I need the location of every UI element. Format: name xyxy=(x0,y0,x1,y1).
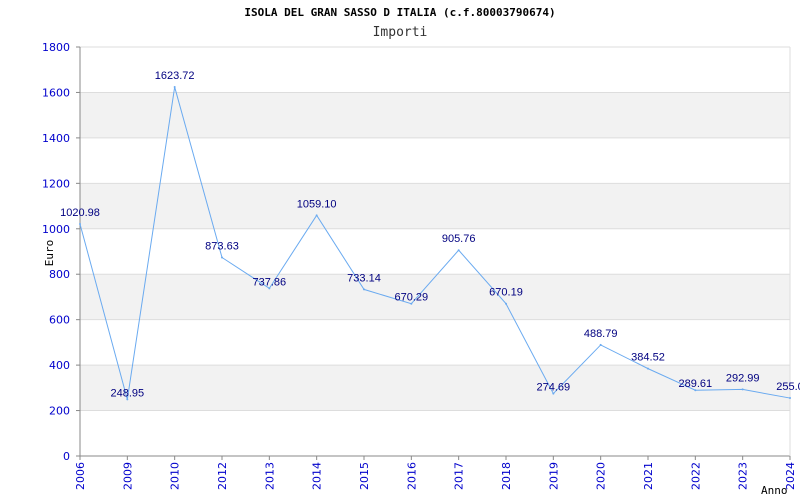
grid-band xyxy=(80,365,790,411)
data-point xyxy=(599,343,602,346)
x-tick-label: 2009 xyxy=(121,462,134,490)
x-tick-label: 2020 xyxy=(595,462,608,490)
x-tick-label: 2024 xyxy=(784,462,797,490)
data-label: 905.76 xyxy=(442,233,476,245)
x-tick-label: 2016 xyxy=(405,462,418,490)
y-tick-label: 600 xyxy=(49,314,70,327)
chart-subtitle: Importi xyxy=(372,25,428,40)
data-point xyxy=(173,86,176,89)
grid-bands xyxy=(80,92,790,411)
y-tick-label: 0 xyxy=(63,450,70,463)
data-label: 488.79 xyxy=(584,328,618,340)
data-label: 1623.72 xyxy=(155,70,195,82)
grid-band xyxy=(80,274,790,320)
x-tick-labels: 2006 2009 2010 2012 2013 2014 2015 2016 2017 2018… xyxy=(74,462,797,490)
grid-band xyxy=(80,92,790,138)
data-point xyxy=(552,392,555,395)
series xyxy=(79,86,791,401)
data-label: 737.86 xyxy=(253,276,287,288)
x-tick-label: 2018 xyxy=(500,462,513,490)
data-label: 873.63 xyxy=(205,240,239,252)
x-tick-label: 2021 xyxy=(642,462,655,490)
x-axis-title: Anno xyxy=(761,484,788,497)
data-point xyxy=(741,388,744,391)
data-point xyxy=(79,223,81,226)
data-label: 289.61 xyxy=(679,378,713,390)
data-label: 733.14 xyxy=(347,272,381,284)
data-point xyxy=(268,287,271,290)
data-point xyxy=(457,249,460,252)
chart-title: ISOLA DEL GRAN SASSO D ITALIA (c.f.80003… xyxy=(244,6,556,19)
data-label: 670.19 xyxy=(489,287,523,299)
x-tick-label: 2014 xyxy=(311,462,324,490)
data-point xyxy=(789,397,791,400)
grid-band xyxy=(80,183,790,229)
data-label: 274.69 xyxy=(537,382,571,394)
y-tick-labels: 0 200 400 600 800 1000 1200 1400 1600 1800 xyxy=(42,41,70,463)
y-tick-label: 400 xyxy=(49,359,70,372)
x-tick-label: 2023 xyxy=(737,462,750,490)
data-labels: 1020.98 248.95 1623.72 873.63 737.86 1059.10 7… xyxy=(60,70,800,399)
data-label: 1020.98 xyxy=(60,207,100,219)
x-tick-label: 2013 xyxy=(263,462,276,490)
data-point xyxy=(221,256,223,259)
data-label: 670.29 xyxy=(395,292,429,304)
data-label: 248.95 xyxy=(111,387,145,399)
data-point xyxy=(505,302,507,305)
x-tick-label: 2022 xyxy=(689,462,702,490)
y-axis-title: Euro xyxy=(43,240,56,267)
x-tick-label: 2012 xyxy=(216,462,229,490)
data-point xyxy=(126,398,129,401)
data-point xyxy=(315,214,318,217)
y-tick-label: 200 xyxy=(49,405,70,418)
data-label: 384.52 xyxy=(631,352,665,364)
data-point xyxy=(647,367,649,370)
x-tick-label: 2019 xyxy=(547,462,560,490)
y-tick-label: 1200 xyxy=(42,177,70,190)
data-label: 1059.10 xyxy=(297,198,337,210)
x-tick-label: 2010 xyxy=(169,462,182,490)
data-point xyxy=(410,302,413,305)
data-label: 292.99 xyxy=(726,372,760,384)
x-tick-label: 2006 xyxy=(74,462,87,490)
y-tick-label: 800 xyxy=(49,268,70,281)
x-tick-label: 2015 xyxy=(358,462,371,490)
series-line xyxy=(79,86,791,400)
y-tick-label: 1000 xyxy=(42,223,70,236)
data-label: 255.0 xyxy=(776,381,800,393)
y-tick-label: 1600 xyxy=(42,86,70,99)
x-tick-label: 2017 xyxy=(453,462,466,490)
data-point xyxy=(694,389,697,392)
axes xyxy=(76,46,791,460)
y-tick-label: 1400 xyxy=(42,132,70,145)
y-tick-label: 1800 xyxy=(42,41,70,54)
data-point xyxy=(363,288,365,291)
